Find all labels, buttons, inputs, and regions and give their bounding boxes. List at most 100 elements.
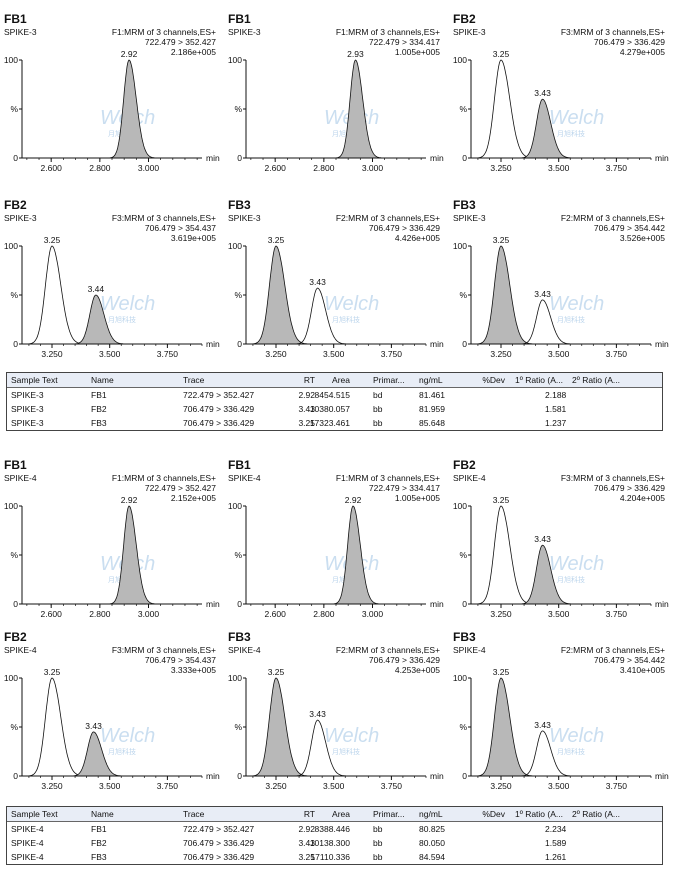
y-tick-label: %: [234, 104, 242, 114]
y-tick-label: 0: [237, 771, 242, 781]
x-axis-label: min: [206, 771, 220, 781]
x-axis-label: min: [430, 771, 444, 781]
y-tick-label: 100: [4, 501, 18, 511]
chromatogram-panel: FB1 SPIKE-4 F1:MRM of 3 channels,ES+ 722.47…: [4, 458, 220, 628]
y-tick-label: %: [459, 104, 467, 114]
y-tick-label: %: [234, 722, 242, 732]
y-tick-label: 0: [237, 339, 242, 349]
function-label: F1:MRM of 3 channels,ES+: [111, 473, 216, 483]
y-tick-label: 0: [13, 339, 18, 349]
function-label: F2:MRM of 3 channels,ES+: [335, 645, 440, 655]
intensity-label: 4.253e+005: [394, 665, 440, 675]
sample-name: SPIKE-3: [4, 27, 37, 37]
chromatogram-panel: FB1 SPIKE-3 F1:MRM of 3 channels,ES+ 722.47…: [228, 12, 444, 182]
x-tick-label: 3.250: [490, 163, 512, 173]
transition-label: 706.479 > 354.442: [593, 223, 665, 233]
table-cell: 706.479 > 336.429: [183, 852, 255, 862]
panel-title: FB1: [228, 458, 251, 472]
y-tick-label: %: [234, 550, 242, 560]
peak: [243, 245, 309, 345]
x-tick-label: 3.000: [362, 163, 384, 173]
watermark-subtext: 月旭科技: [332, 747, 360, 756]
watermark-text: Welch: [324, 725, 379, 747]
column-header: Sample Text: [11, 375, 58, 385]
table-cell: SPIKE-3: [11, 390, 44, 400]
x-axis-label: min: [655, 771, 669, 781]
sample-name: SPIKE-3: [453, 27, 486, 37]
y-tick-label: 100: [228, 55, 242, 65]
panel-title: FB3: [453, 198, 476, 212]
x-axis-label: min: [430, 599, 444, 609]
transition-label: 706.479 > 336.429: [368, 223, 440, 233]
x-tick-label: 3.500: [548, 781, 570, 791]
table-cell: 706.479 > 336.429: [183, 404, 255, 414]
x-tick-label: 3.000: [362, 609, 384, 619]
x-tick-label: 3.000: [138, 163, 160, 173]
panel-title: FB3: [228, 198, 251, 212]
intensity-label: 1.005e+005: [394, 493, 440, 503]
table-cell: bb: [373, 852, 383, 862]
column-header: Trace: [183, 809, 205, 819]
function-label: F3:MRM of 3 channels,ES+: [111, 213, 216, 223]
table-cell: 2.92: [298, 824, 315, 834]
column-header: Trace: [183, 375, 205, 385]
column-header: %Dev: [482, 375, 505, 385]
table-cell: 81.959: [419, 404, 445, 414]
column-header: ng/mL: [419, 375, 443, 385]
y-tick-label: %: [10, 722, 18, 732]
peak-label: 3.43: [309, 277, 326, 287]
watermark-subtext: 月旭科技: [332, 129, 360, 138]
x-tick-label: 3.750: [157, 781, 179, 791]
peak: [468, 59, 534, 159]
x-tick-label: 3.250: [490, 349, 512, 359]
column-header: 2º Ratio (A...: [572, 809, 620, 819]
table-header: Sample Text Name Trace RT Area Primar... ng/mL…: [7, 807, 662, 822]
x-tick-label: 3.750: [606, 781, 628, 791]
table-cell: 2.234: [545, 824, 567, 834]
watermark-text: Welch: [549, 553, 604, 575]
function-label: F2:MRM of 3 channels,ES+: [560, 645, 665, 655]
watermark-subtext: 月旭科技: [108, 315, 136, 324]
intensity-label: 4.279e+005: [619, 47, 665, 57]
intensity-label: 3.410e+005: [619, 665, 665, 675]
channel-info: F1:MRM of 3 channels,ES+ 722.479 > 352.42…: [112, 473, 216, 503]
table-cell: 17110.336: [310, 852, 350, 862]
y-tick-label: %: [10, 104, 18, 114]
table-cell: 706.479 > 336.429: [183, 418, 255, 428]
y-tick-label: 100: [228, 241, 242, 251]
peak-label: 2.92: [121, 495, 138, 505]
x-tick-label: 3.250: [490, 609, 512, 619]
column-header: %Dev: [482, 809, 505, 819]
x-tick-label: 2.800: [313, 163, 335, 173]
x-tick-label: 3.250: [265, 349, 287, 359]
x-tick-label: 3.250: [41, 349, 63, 359]
x-tick-label: 3.750: [157, 349, 179, 359]
x-tick-label: 3.500: [99, 781, 121, 791]
y-tick-label: 0: [237, 599, 242, 609]
transition-label: 722.479 > 352.427: [144, 483, 216, 493]
table-row: SPIKE-4 FB3 706.479 > 336.429 3.25 17110.336…: [7, 850, 662, 864]
x-tick-label: 3.750: [381, 781, 403, 791]
y-tick-label: 0: [13, 771, 18, 781]
table-cell: 80.050: [419, 838, 445, 848]
y-tick-label: 100: [228, 501, 242, 511]
table-cell: FB2: [91, 404, 107, 414]
x-tick-label: 2.600: [265, 609, 287, 619]
table-cell: 722.479 > 352.427: [183, 824, 255, 834]
column-header: 1º Ratio (A...: [515, 375, 563, 385]
x-tick-label: 3.250: [265, 781, 287, 791]
table-cell: SPIKE-3: [11, 404, 44, 414]
x-tick-label: 3.750: [606, 609, 628, 619]
table-cell: 1.589: [545, 838, 567, 848]
peak: [468, 677, 534, 777]
table-cell: 10138.300: [309, 838, 350, 848]
table-cell: 8388.446: [314, 824, 350, 834]
panel-title: FB2: [4, 198, 27, 212]
transition-label: 722.479 > 352.427: [144, 37, 216, 47]
chromatogram-panel: FB1 SPIKE-3 F1:MRM of 3 channels,ES+ 722.47…: [4, 12, 220, 182]
peak-label: 2.92: [121, 49, 138, 59]
